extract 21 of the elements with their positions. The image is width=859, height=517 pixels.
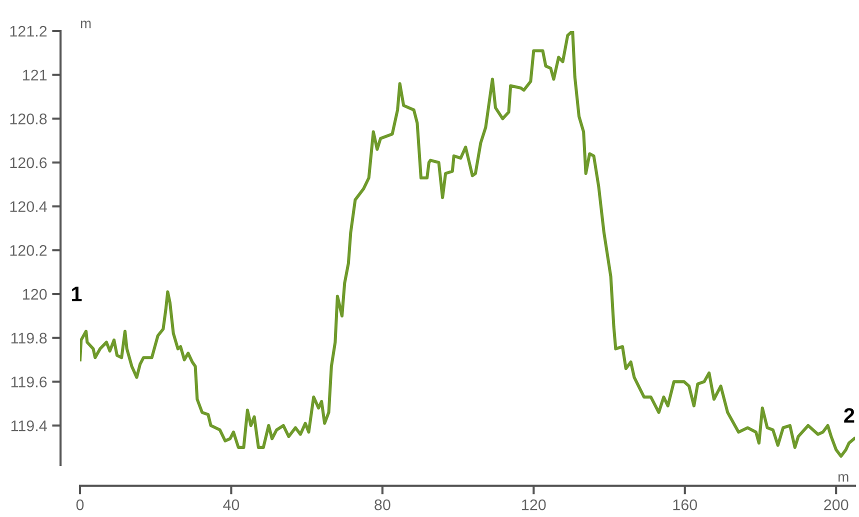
annotation: 2 [844, 408, 854, 423]
annotation: 1 [72, 286, 82, 302]
x-axis-title: m [838, 474, 848, 482]
x-tick-label: 160 [673, 499, 698, 510]
x-tick-label: 0 [76, 499, 84, 510]
y-axis-title: m [80, 20, 91, 28]
y-tick-label: 120.4 [10, 201, 47, 212]
y-tick-label: 120.6 [10, 157, 47, 168]
y-tick-label: 121 [23, 70, 47, 80]
y-tick-label: 119.8 [11, 332, 47, 344]
y-tick-label: 120 [23, 288, 47, 300]
y-tick-label: 121.2 [10, 26, 47, 37]
y-tick-label: 119.6 [11, 376, 47, 388]
y-tick-label: 120.8 [10, 114, 47, 124]
x-tick-label: 80 [374, 499, 390, 510]
x-tick-label: 200 [824, 499, 848, 510]
y-tick-label: 120.2 [10, 245, 47, 256]
y-tick-label: 119.4 [11, 420, 47, 432]
x-tick-label: 40 [223, 499, 240, 510]
line-series [80, 31, 855, 458]
x-tick-label: 120 [522, 499, 546, 510]
